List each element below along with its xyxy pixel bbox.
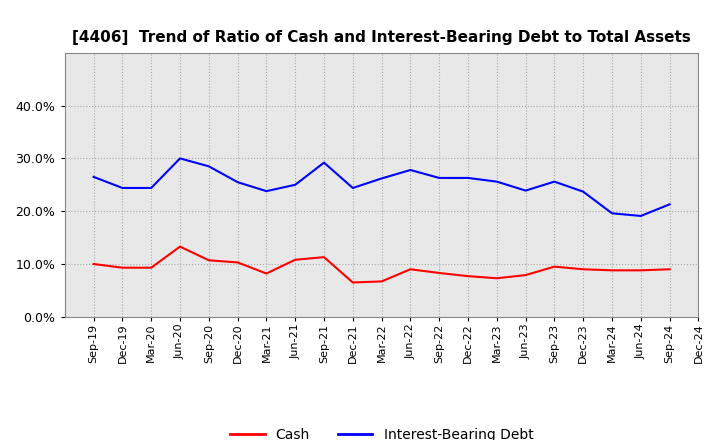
- Legend: Cash, Interest-Bearing Debt: Cash, Interest-Bearing Debt: [225, 422, 539, 440]
- Title: [4406]  Trend of Ratio of Cash and Interest-Bearing Debt to Total Assets: [4406] Trend of Ratio of Cash and Intere…: [72, 29, 691, 45]
